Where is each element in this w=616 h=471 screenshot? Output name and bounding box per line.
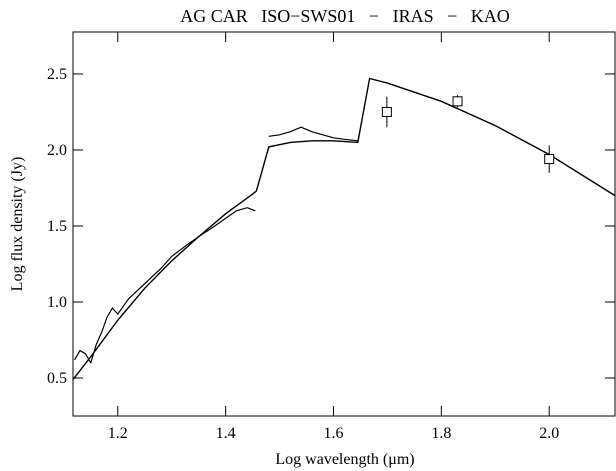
photometry-point [381,106,392,117]
x-tick-label: 2.0 [539,425,559,442]
model-line [72,77,616,380]
x-tick-label: 1.6 [323,425,343,442]
x-tick-label: 1.4 [216,425,236,442]
chart-title: AG CAR ISO−SWS01 − IRAS − KAO [180,6,509,26]
photometry-point [452,96,463,107]
x-tick-label: 1.2 [108,425,128,442]
spectrum-line [74,126,358,365]
x-axis-label: Log wavelength (μm) [275,451,414,468]
y-tick-label: 2.5 [47,66,67,83]
y-tick-label: 0.5 [47,370,67,387]
y-tick-label: 1.0 [47,294,67,311]
x-tick-label: 1.8 [431,425,451,442]
photometry-point [544,154,555,165]
y-tick-label: 1.5 [47,218,67,235]
y-axis-label: Log flux density (Jy) [9,157,26,292]
plot-frame [72,31,616,417]
y-tick-label: 2.0 [47,142,67,159]
